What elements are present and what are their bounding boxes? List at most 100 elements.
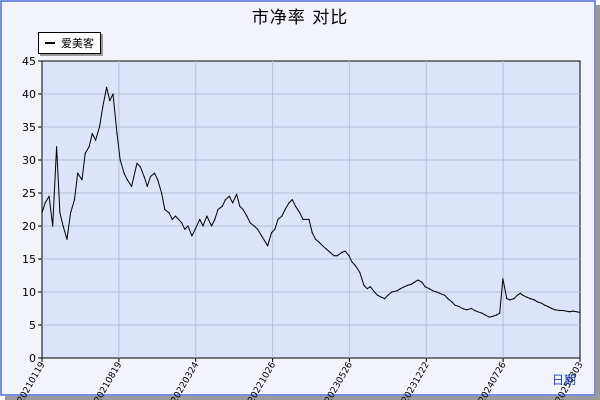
data-point — [529, 298, 532, 300]
data-point — [444, 294, 446, 296]
data-point — [551, 307, 553, 310]
data-point — [246, 215, 248, 217]
data-point — [277, 218, 279, 220]
data-point — [499, 312, 501, 314]
data-point — [261, 235, 263, 237]
data-point — [211, 225, 213, 227]
data-point — [131, 185, 133, 187]
data-point — [432, 290, 434, 292]
data-point — [70, 212, 72, 214]
data-point — [44, 202, 46, 204]
data-point — [281, 215, 283, 217]
data-point — [91, 133, 93, 135]
data-point — [399, 288, 401, 290]
data-point — [206, 215, 208, 217]
data-point — [435, 291, 438, 293]
data-point — [522, 294, 524, 296]
data-point — [344, 250, 346, 252]
data-point — [271, 232, 273, 234]
data-point — [88, 146, 90, 148]
data-point — [569, 311, 571, 313]
data-point — [451, 301, 453, 303]
data-point — [202, 225, 204, 227]
data-point — [308, 218, 310, 220]
data-point — [257, 228, 259, 230]
y-tick-label: 10 — [22, 286, 36, 299]
data-point — [224, 199, 227, 201]
y-tick-label: 25 — [22, 187, 36, 200]
data-point — [112, 93, 114, 95]
data-point — [477, 311, 479, 313]
data-point — [239, 205, 241, 207]
data-point — [491, 315, 494, 317]
data-point — [544, 304, 546, 306]
data-point — [81, 179, 83, 181]
data-point — [267, 245, 269, 247]
data-point — [168, 212, 170, 214]
data-point — [187, 225, 189, 227]
data-point — [232, 202, 234, 204]
data-point — [214, 218, 216, 220]
data-point — [325, 248, 328, 250]
data-point — [73, 199, 76, 201]
data-point — [109, 100, 111, 102]
data-point — [48, 195, 50, 197]
data-point — [454, 304, 456, 306]
data-point — [506, 298, 508, 300]
data-point — [336, 255, 338, 257]
data-point — [562, 309, 564, 312]
data-point — [318, 241, 320, 244]
data-point — [341, 251, 343, 253]
data-point — [576, 311, 578, 313]
data-point — [484, 314, 486, 316]
data-point — [119, 159, 121, 161]
data-point — [391, 291, 393, 293]
data-point — [458, 305, 460, 308]
data-point — [102, 106, 104, 108]
y-tick-label: 45 — [22, 55, 36, 68]
data-point — [547, 305, 549, 308]
data-point — [554, 309, 556, 311]
data-point — [139, 166, 141, 168]
y-tick-label: 20 — [22, 220, 36, 233]
chart-title: 市净率 对比 — [251, 8, 349, 28]
data-point — [536, 301, 539, 303]
legend-series-label: 爱美客 — [61, 37, 94, 50]
data-point — [366, 288, 368, 290]
y-tick-label: 5 — [29, 319, 36, 332]
data-point — [171, 218, 173, 220]
data-point — [407, 284, 409, 286]
data-point — [380, 296, 383, 298]
data-point — [95, 139, 97, 141]
data-point — [242, 208, 244, 211]
data-point — [153, 172, 156, 174]
data-point — [329, 251, 331, 253]
data-point — [143, 175, 145, 178]
data-point — [84, 152, 86, 154]
data-point — [123, 172, 125, 174]
data-point — [414, 281, 416, 283]
data-point — [62, 225, 64, 227]
data-point — [470, 307, 473, 310]
data-point — [136, 162, 138, 164]
plot-area — [41, 60, 581, 359]
data-point — [363, 284, 365, 286]
data-point — [98, 126, 101, 128]
y-tick-label: 0 — [29, 352, 36, 365]
data-point — [302, 218, 304, 220]
data-point — [59, 212, 61, 214]
data-point — [333, 255, 335, 257]
data-point — [191, 235, 193, 237]
data-point — [447, 298, 449, 300]
outer-shadow-bottom — [5, 396, 600, 400]
y-tick-label: 15 — [22, 253, 36, 266]
data-point — [288, 202, 290, 204]
data-point — [559, 309, 561, 312]
legend: 爱美客 — [38, 32, 101, 54]
data-point — [274, 228, 276, 230]
x-axis-label: 日期 — [552, 373, 576, 387]
data-point — [461, 307, 464, 310]
data-point — [52, 225, 54, 227]
outer-shadow-right — [596, 5, 600, 398]
